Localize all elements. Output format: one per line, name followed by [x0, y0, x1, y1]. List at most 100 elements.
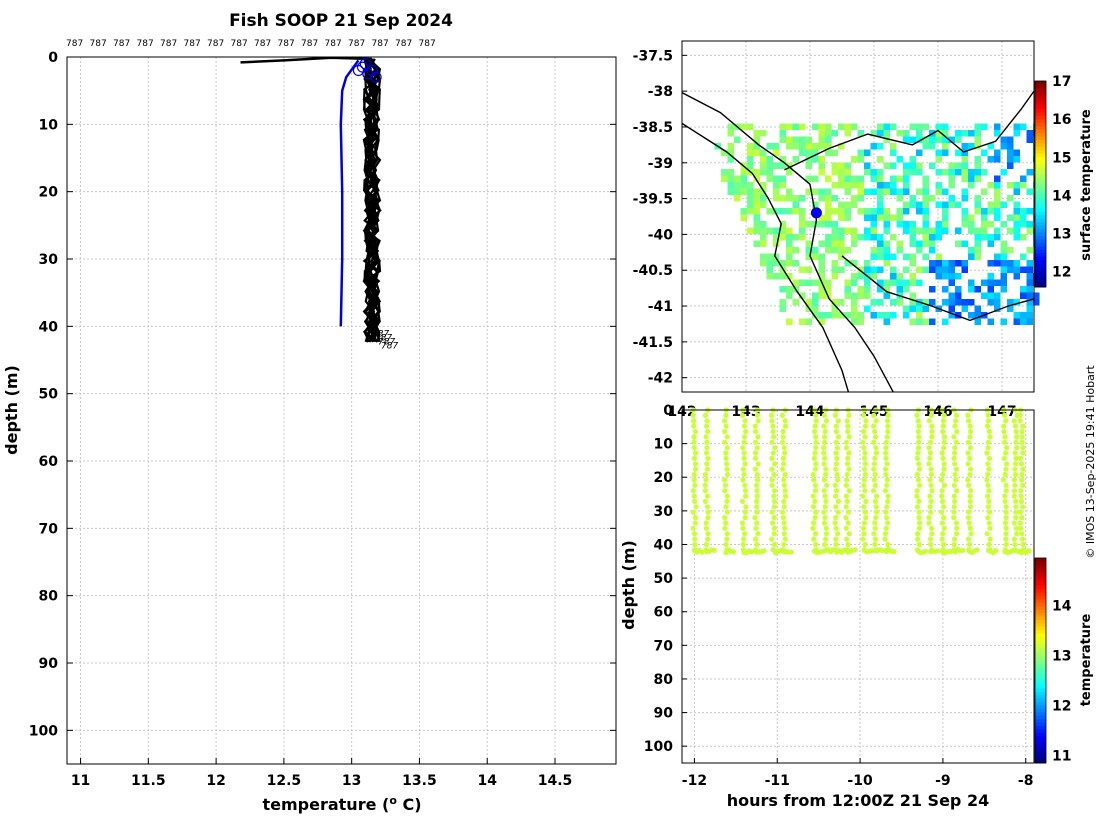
colorbar-segment [1035, 640, 1046, 644]
obs-point [782, 525, 788, 531]
sst-cell [955, 136, 962, 143]
sst-cell [721, 175, 728, 182]
sst-cell [851, 279, 858, 286]
obs-point [874, 509, 880, 515]
sst-cell [805, 318, 812, 325]
obs-point [832, 520, 838, 526]
colorbar-segment [1035, 636, 1046, 641]
surface-marker [366, 64, 378, 77]
sst-cell [1013, 260, 1020, 267]
obs-point [939, 493, 945, 499]
sst-cell [961, 266, 968, 273]
colorbar-segment [1035, 214, 1046, 219]
sst-cell [1026, 221, 1033, 228]
obs-point [724, 509, 730, 515]
sst-cell [942, 130, 949, 137]
sst-cell [961, 299, 968, 306]
sst-cell [786, 318, 793, 325]
obs-point [704, 493, 711, 499]
obs-point [1020, 541, 1026, 548]
sst-cell [786, 123, 793, 130]
obs-point [813, 412, 819, 418]
sst-cell [890, 279, 897, 286]
sst-cell [857, 234, 864, 241]
sst-cell [929, 240, 936, 247]
sst-cell [818, 260, 825, 267]
colorbar-segment [1035, 132, 1046, 137]
obs-point [965, 412, 971, 418]
sst-cell [812, 279, 819, 286]
sst-cell [851, 312, 858, 319]
sst-cell [883, 312, 890, 319]
sst-cell [935, 234, 942, 241]
obs-point [985, 418, 991, 424]
x-tick-label: 11.5 [131, 773, 166, 789]
obs-point [974, 547, 980, 553]
colorbar-segment [1035, 718, 1046, 723]
obs-point [967, 434, 973, 440]
sst-cell [1000, 247, 1007, 254]
obs-point [940, 471, 946, 478]
obs-point [872, 428, 878, 435]
sst-cell [1013, 214, 1020, 221]
sst-cell [942, 143, 949, 150]
obs-point [779, 412, 785, 418]
obs-point [882, 531, 889, 537]
sst-cell [987, 156, 994, 163]
sst-cell [981, 234, 988, 241]
obs-point [833, 488, 840, 494]
sst-cell [929, 195, 936, 202]
x-tick-label: 13 [342, 773, 361, 789]
colorbar-segment [1035, 94, 1046, 99]
sst-cell [838, 299, 845, 306]
obs-point [833, 423, 839, 429]
sst-cell [864, 208, 871, 215]
sst-cell [896, 299, 903, 306]
obs-point [952, 471, 958, 478]
sst-cell [942, 318, 949, 325]
sst-cell [974, 195, 981, 202]
obs-point [891, 548, 897, 555]
obs-point [1001, 423, 1007, 429]
sst-cell [922, 305, 929, 312]
colorbar-segment [1035, 663, 1046, 668]
sst-cell [974, 201, 981, 208]
obs-point [724, 434, 730, 440]
obs-point [862, 488, 868, 494]
obs-point [811, 520, 817, 526]
sst-cell [870, 227, 877, 234]
sst-cell [890, 182, 897, 189]
sst-cell [929, 162, 936, 169]
colorbar-segment [1035, 756, 1046, 761]
sst-cell [870, 221, 877, 228]
sst-cell [1026, 169, 1033, 176]
obs-point [724, 531, 730, 537]
sst-cell [721, 149, 728, 156]
colorbar-tick-label: 12 [1052, 265, 1071, 281]
colorbar-segment [1035, 588, 1046, 593]
colorbar-segment [1035, 235, 1046, 240]
sst-cell [903, 279, 910, 286]
sst-cell [916, 130, 923, 137]
sst-cell [851, 260, 858, 267]
obs-point [1003, 525, 1009, 531]
sst-cell [942, 136, 949, 143]
sst-cell [773, 227, 780, 234]
sst-cell [818, 195, 825, 202]
obs-point [1003, 488, 1009, 494]
sst-cell [838, 234, 845, 241]
sst-cell [864, 188, 871, 195]
sst-cell [786, 143, 793, 150]
sst-cell [805, 188, 812, 195]
obs-point [951, 515, 957, 521]
obs-point [987, 536, 993, 542]
depth-tick-label: 70 [654, 638, 674, 654]
colorbar-segment [1035, 674, 1046, 679]
sst-cell [825, 149, 832, 156]
sst-cell [727, 123, 734, 130]
sst-cell [981, 169, 988, 176]
sst-cell [903, 286, 910, 293]
sst-cell [831, 266, 838, 273]
obs-point [703, 450, 710, 456]
sst-cell [948, 169, 955, 176]
